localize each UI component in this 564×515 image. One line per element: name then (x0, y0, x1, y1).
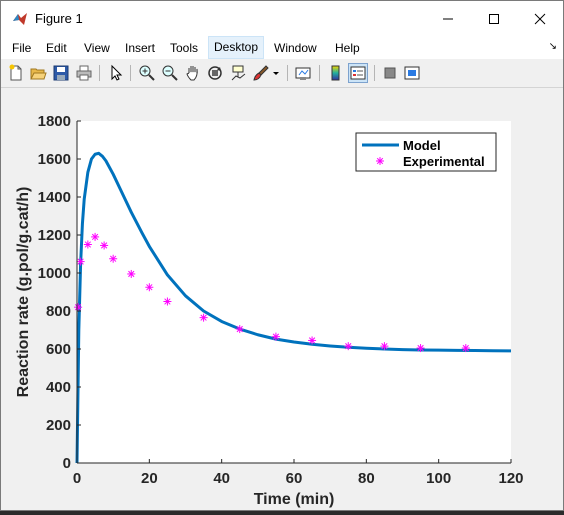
experimental-point (308, 336, 317, 345)
zoom-in-icon[interactable] (138, 64, 156, 82)
menu-view[interactable]: View (84, 41, 110, 55)
title-bar[interactable]: Figure 1 (1, 1, 563, 36)
colorbar-icon[interactable] (327, 64, 345, 82)
print-icon[interactable] (75, 64, 93, 82)
x-tick-label: 80 (358, 470, 375, 487)
experimental-point (109, 254, 118, 263)
y-tick-label: 200 (46, 417, 71, 434)
zoom-out-icon[interactable] (161, 64, 179, 82)
toolbar-separator (374, 65, 375, 81)
minimize-button[interactable] (425, 1, 471, 36)
y-tick-label: 1000 (38, 265, 71, 282)
maximize-button[interactable] (471, 1, 517, 36)
maximize-icon (489, 13, 499, 24)
experimental-point (199, 313, 208, 322)
legend[interactable]: Model Experimental (355, 132, 497, 172)
experimental-point (344, 342, 353, 351)
toolbar-separator (319, 65, 320, 81)
menu-desktop[interactable]: Desktop (208, 36, 265, 59)
y-axis-label: Reaction rate (g.pol/g.cat/h) (15, 187, 32, 398)
legend-experimental-marker (376, 157, 384, 165)
experimental-point (461, 344, 470, 353)
legend-model-label: Model (403, 138, 441, 153)
experimental-point (416, 344, 425, 353)
menu-bar: File Edit View Insert Tools Desktop Wind… (1, 36, 563, 59)
menu-tools[interactable]: Tools (170, 41, 199, 55)
y-tick-label: 1400 (38, 189, 71, 206)
show-plot-tools-icon[interactable] (403, 64, 421, 82)
menu-insert[interactable]: Insert (125, 41, 156, 55)
experimental-point (145, 283, 154, 292)
y-tick-label: 1800 (38, 113, 71, 130)
brush-icon[interactable] (252, 64, 270, 82)
experimental-point (83, 240, 92, 249)
legend-star-icon (376, 157, 384, 165)
y-tick-label: 1200 (38, 227, 71, 244)
close-icon (534, 13, 546, 24)
y-tick-label: 1600 (38, 151, 71, 168)
experimental-point (271, 332, 280, 341)
x-axis-label: Time (min) (254, 491, 335, 508)
toolbar-separator (130, 65, 131, 81)
y-tick-label: 600 (46, 341, 71, 358)
experimental-point (127, 269, 136, 278)
pointer-icon[interactable] (107, 64, 125, 82)
window-title: Figure 1 (35, 11, 83, 26)
legend-experimental-label: Experimental (403, 154, 485, 169)
x-tick-label: 60 (286, 470, 303, 487)
pan-icon[interactable] (184, 64, 202, 82)
legend-icon[interactable] (348, 63, 368, 83)
y-tick-label: 400 (46, 379, 71, 396)
data-cursor-icon[interactable] (229, 64, 247, 82)
menu-edit[interactable]: Edit (46, 41, 67, 55)
save-icon[interactable] (52, 64, 70, 82)
figure-toolbar (1, 59, 563, 88)
hide-plot-tools-icon[interactable] (381, 64, 399, 82)
legend-box (355, 132, 497, 172)
menu-file[interactable]: File (12, 41, 32, 55)
x-tick-label: 100 (426, 470, 451, 487)
experimental-point (235, 325, 244, 334)
experimental-point (100, 241, 109, 250)
series-model-line (75, 151, 512, 464)
toolbar-separator (99, 65, 100, 81)
toolbar-separator (287, 65, 288, 81)
dock-arrow-icon[interactable]: ↘ (548, 41, 557, 52)
menu-help[interactable]: Help (335, 41, 360, 55)
figure-canvas: 0 20 40 60 80 100 120 0 200 400 600 800 1000 1200 1400… (1, 88, 563, 510)
menu-window[interactable]: Window (274, 41, 317, 55)
link-plot-icon[interactable] (294, 64, 312, 82)
x-tick-label: 0 (73, 470, 81, 487)
experimental-point (91, 232, 100, 241)
y-tick-label: 800 (46, 303, 71, 320)
rotate-3d-icon[interactable] (206, 64, 224, 82)
experimental-point (76, 257, 85, 266)
experimental-point (74, 303, 83, 312)
x-tick-label: 20 (141, 470, 158, 487)
open-icon[interactable] (29, 64, 47, 82)
close-button[interactable] (517, 1, 563, 36)
y-tick-label: 0 (63, 455, 71, 472)
new-figure-icon[interactable] (7, 64, 25, 82)
experimental-point (163, 297, 172, 306)
plot-area (77, 121, 511, 463)
x-tick-label: 120 (498, 470, 523, 487)
brush-dropdown-icon[interactable] (271, 64, 281, 82)
experimental-point (380, 342, 389, 351)
chart[interactable]: 0 20 40 60 80 100 1200200400600800100012001400… (1, 88, 563, 510)
minimize-icon (443, 18, 453, 19)
matlab-logo-icon (13, 13, 27, 25)
x-tick-label: 40 (213, 470, 230, 487)
